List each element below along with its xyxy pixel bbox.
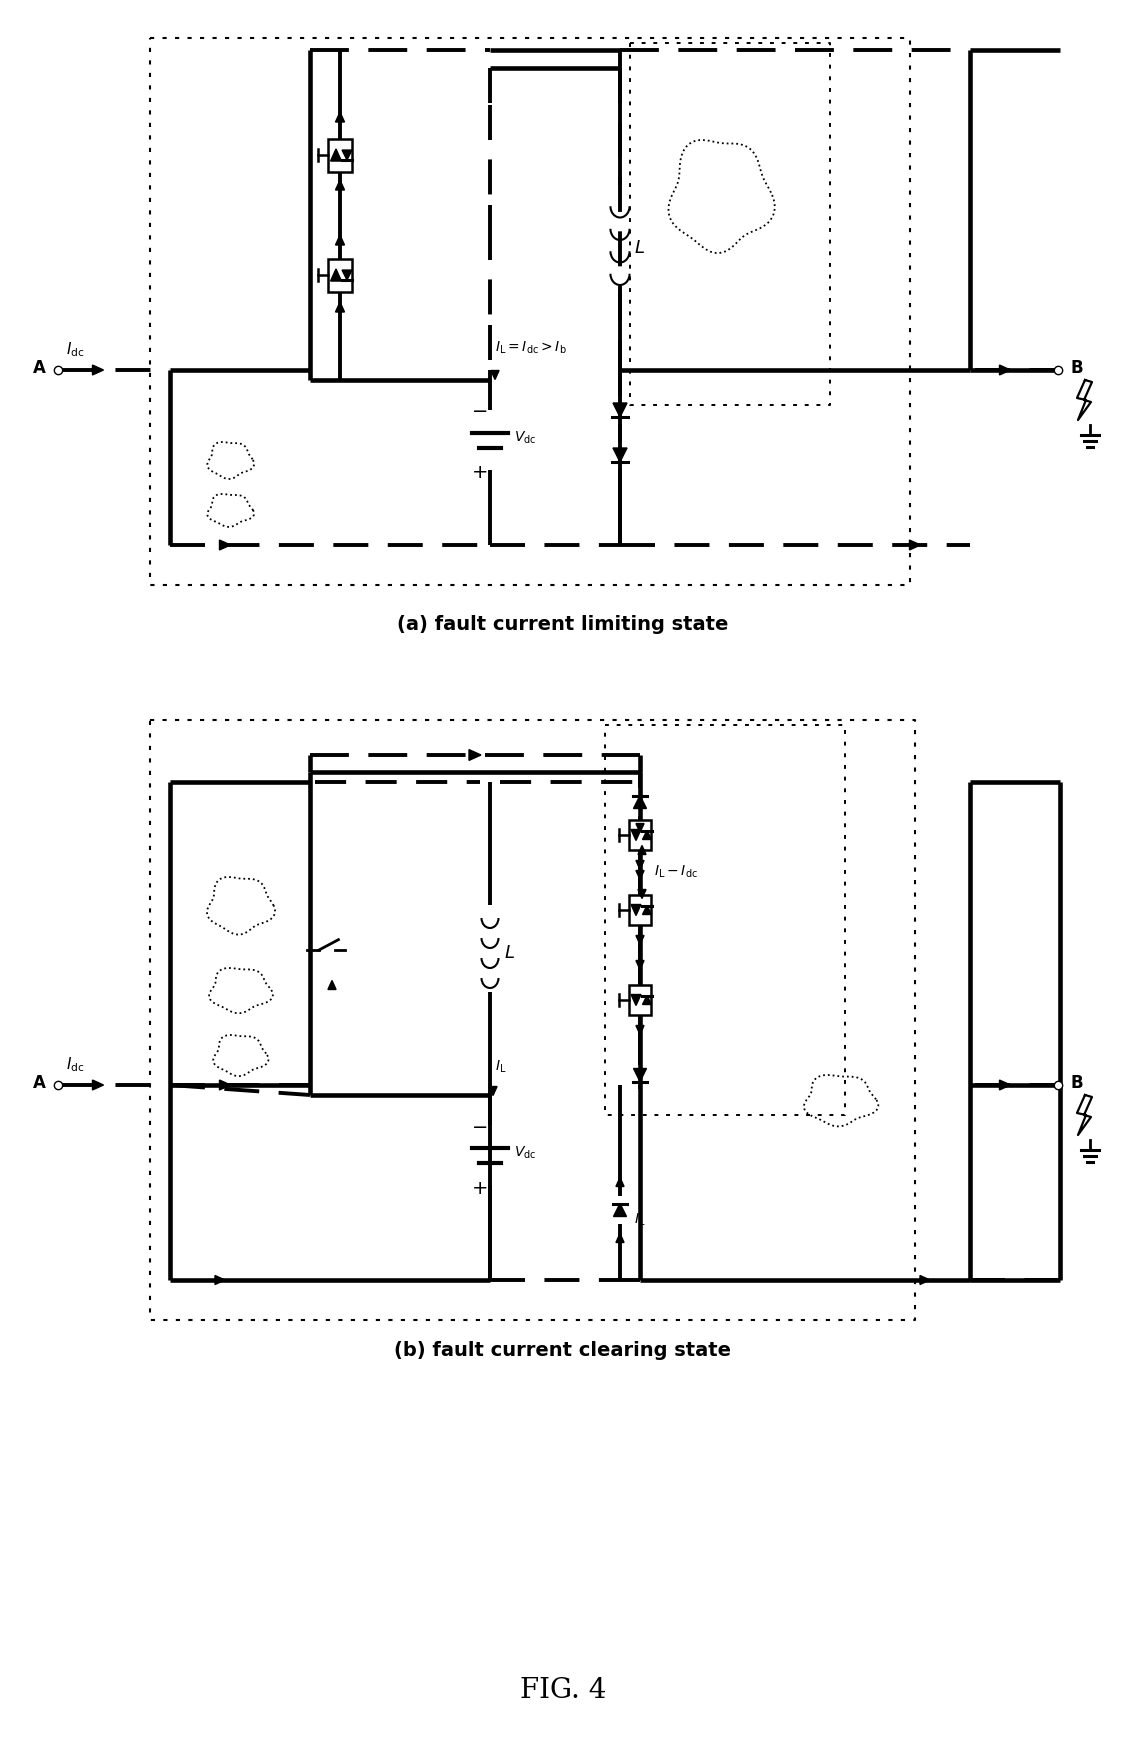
Polygon shape (613, 1203, 627, 1217)
Text: A: A (33, 360, 46, 377)
Text: $I_{\rm L}$: $I_{\rm L}$ (495, 1058, 506, 1076)
Bar (328, 139, 352, 172)
Text: $V_{\rm dc}$: $V_{\rm dc}$ (514, 1145, 536, 1161)
Text: $I_{\rm L}$: $I_{\rm L}$ (635, 1211, 646, 1229)
Polygon shape (489, 1086, 497, 1095)
Text: (a) fault current limiting state: (a) fault current limiting state (398, 615, 729, 634)
Text: FIG. 4: FIG. 4 (520, 1677, 606, 1703)
Polygon shape (638, 890, 646, 899)
Polygon shape (613, 448, 627, 462)
Text: $I_{\rm dc}$: $I_{\rm dc}$ (66, 341, 85, 360)
Polygon shape (642, 831, 651, 839)
Polygon shape (220, 1079, 231, 1090)
Text: $L$: $L$ (504, 944, 515, 963)
Polygon shape (92, 365, 104, 375)
Polygon shape (638, 845, 646, 855)
Polygon shape (616, 1178, 624, 1187)
Polygon shape (636, 824, 644, 833)
Polygon shape (1000, 1079, 1011, 1090)
Polygon shape (491, 370, 499, 379)
Polygon shape (642, 905, 651, 914)
Polygon shape (215, 1276, 225, 1284)
Text: B: B (1070, 360, 1083, 377)
Polygon shape (631, 994, 641, 1006)
Polygon shape (636, 961, 644, 970)
Polygon shape (633, 1069, 647, 1081)
Text: $I_{\rm L}-I_{\rm dc}$: $I_{\rm L}-I_{\rm dc}$ (654, 864, 698, 879)
Bar (328, 259, 352, 292)
Text: $I_{\rm L}=I_{\rm dc}>I_{\rm b}$: $I_{\rm L}=I_{\rm dc}>I_{\rm b}$ (495, 339, 567, 356)
Text: $I_{\rm dc}$: $I_{\rm dc}$ (66, 1055, 85, 1074)
Polygon shape (631, 829, 641, 841)
Text: −: − (472, 1118, 488, 1137)
Text: (b) fault current clearing state: (b) fault current clearing state (394, 1340, 731, 1359)
Polygon shape (633, 796, 647, 808)
Polygon shape (636, 1025, 644, 1034)
Polygon shape (343, 149, 352, 160)
Polygon shape (343, 269, 352, 280)
Polygon shape (92, 1079, 104, 1090)
Polygon shape (613, 403, 627, 417)
Text: −: − (472, 403, 488, 422)
Text: +: + (472, 1178, 488, 1197)
Text: B: B (1070, 1074, 1083, 1091)
Polygon shape (330, 149, 341, 162)
Polygon shape (636, 871, 644, 879)
Polygon shape (328, 980, 336, 989)
Polygon shape (909, 541, 921, 549)
Polygon shape (336, 111, 345, 122)
Bar (629, 985, 651, 1015)
Polygon shape (636, 860, 644, 869)
Polygon shape (616, 1234, 624, 1243)
Text: $L$: $L$ (635, 240, 645, 257)
Polygon shape (336, 235, 345, 245)
Polygon shape (469, 749, 481, 761)
Polygon shape (336, 302, 345, 313)
Polygon shape (920, 1276, 930, 1284)
Polygon shape (1000, 365, 1011, 375)
Polygon shape (642, 996, 651, 1005)
Polygon shape (636, 935, 644, 944)
Text: A: A (33, 1074, 46, 1091)
Polygon shape (631, 904, 641, 916)
Polygon shape (330, 269, 341, 282)
Polygon shape (220, 541, 231, 549)
Bar (629, 820, 651, 850)
Text: $V_{\rm dc}$: $V_{\rm dc}$ (514, 429, 536, 447)
Text: +: + (472, 464, 488, 483)
Bar (629, 895, 651, 925)
Polygon shape (336, 181, 345, 189)
